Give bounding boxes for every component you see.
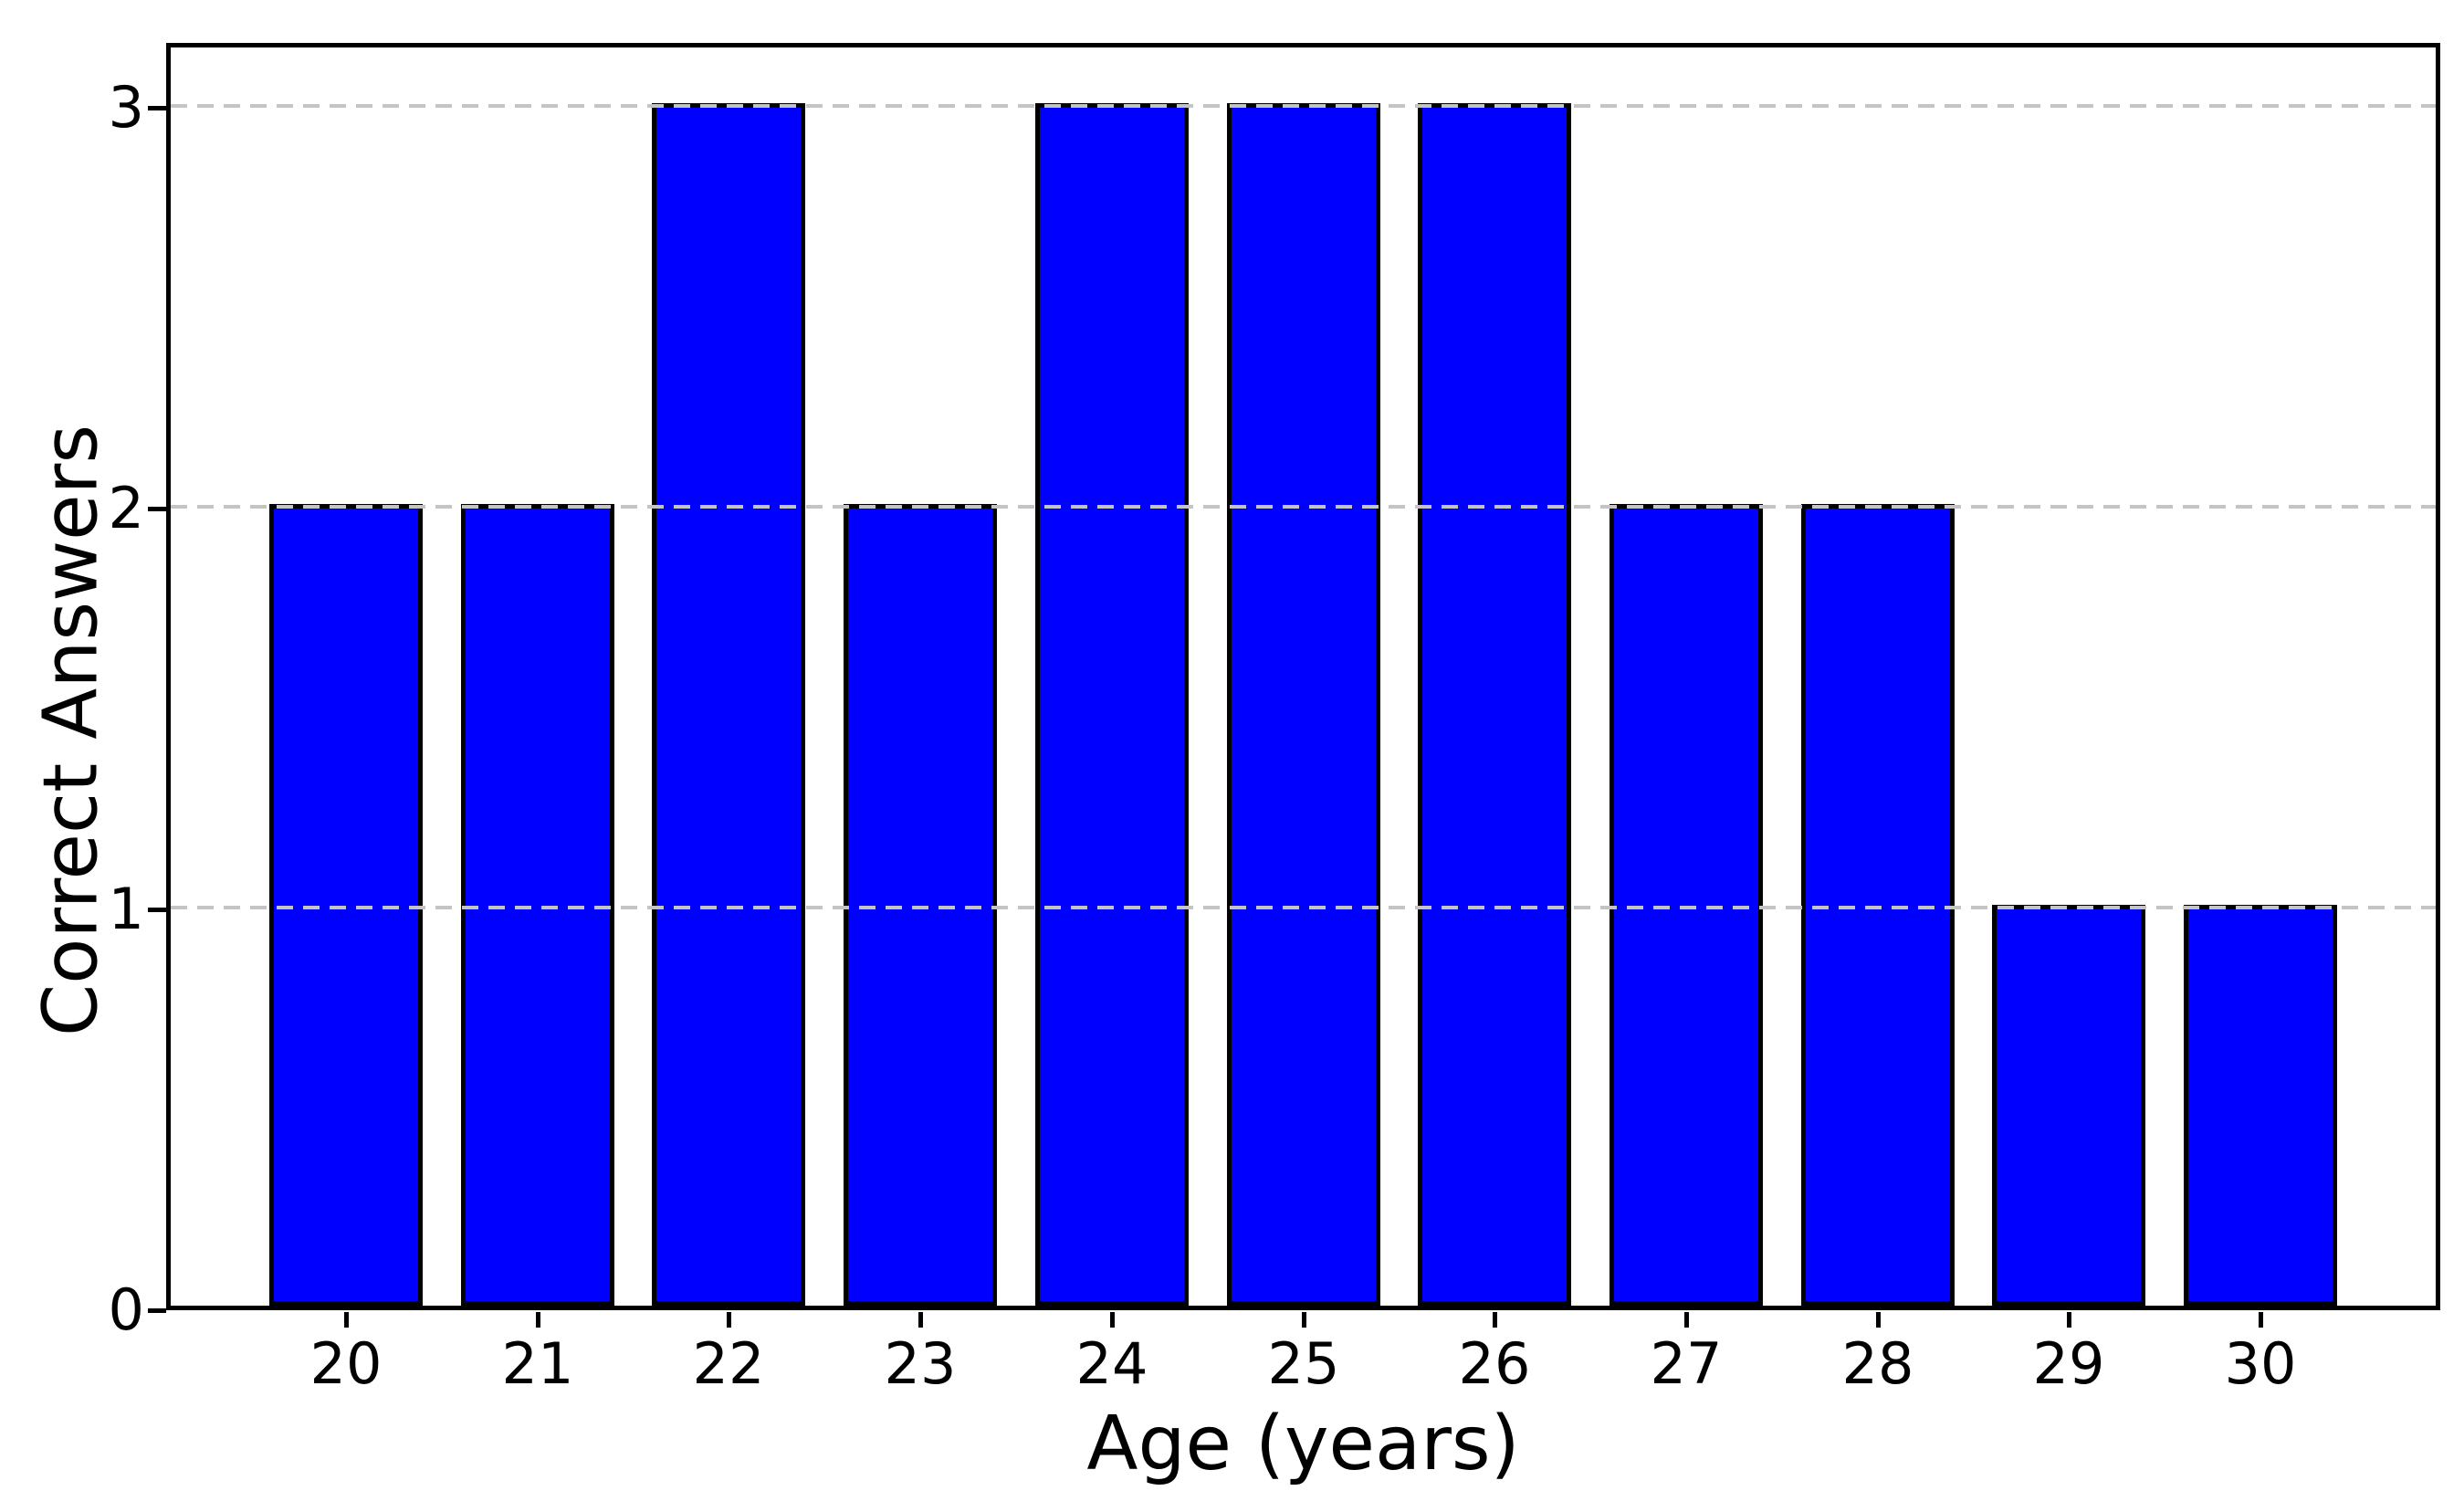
y-tick-mark-3 <box>148 106 166 110</box>
bar-age-24 <box>1034 103 1189 1306</box>
y-tick-label-0: 0 <box>108 1276 144 1343</box>
x-axis-label: Age (years) <box>1086 1401 1520 1487</box>
x-tick-label-29: 29 <box>2032 1330 2105 1397</box>
x-tick-label-30: 30 <box>2224 1330 2297 1397</box>
x-tick-mark-20 <box>344 1312 349 1328</box>
x-tick-label-21: 21 <box>501 1330 574 1397</box>
bar-age-26 <box>1418 103 1572 1306</box>
bar-age-30 <box>2184 905 2337 1306</box>
bars-layer <box>171 47 2436 1306</box>
x-tick-mark-22 <box>727 1312 731 1328</box>
x-tick-label-23: 23 <box>884 1330 957 1397</box>
x-tick-mark-25 <box>1302 1312 1306 1328</box>
bar-age-21 <box>460 504 614 1306</box>
plot-area <box>166 43 2440 1310</box>
x-tick-label-25: 25 <box>1267 1330 1340 1397</box>
bar-age-20 <box>269 504 423 1306</box>
y-tick-label-1: 1 <box>108 876 144 942</box>
bar-age-29 <box>1992 905 2146 1306</box>
x-tick-label-20: 20 <box>309 1330 383 1397</box>
bar-age-22 <box>652 103 806 1306</box>
bar-age-27 <box>1609 504 1763 1306</box>
x-tick-label-28: 28 <box>1841 1330 1914 1397</box>
x-tick-mark-30 <box>2259 1312 2263 1328</box>
x-tick-label-27: 27 <box>1650 1330 1723 1397</box>
y-tick-mark-2 <box>148 507 166 511</box>
x-tick-label-24: 24 <box>1075 1330 1148 1397</box>
x-tick-label-26: 26 <box>1458 1330 1531 1397</box>
x-tick-label-22: 22 <box>692 1330 765 1397</box>
bar-age-25 <box>1226 103 1380 1306</box>
bar-age-23 <box>844 504 998 1306</box>
x-tick-mark-27 <box>1684 1312 1689 1328</box>
x-tick-mark-23 <box>918 1312 923 1328</box>
x-tick-mark-24 <box>1110 1312 1115 1328</box>
bar-age-28 <box>1800 504 1955 1306</box>
x-tick-mark-29 <box>2067 1312 2071 1328</box>
y-tick-mark-1 <box>148 908 166 912</box>
y-tick-label-2: 2 <box>108 475 144 541</box>
x-tick-mark-26 <box>1493 1312 1497 1328</box>
y-tick-label-3: 3 <box>108 74 144 141</box>
y-tick-mark-0 <box>148 1308 166 1313</box>
x-tick-mark-21 <box>536 1312 540 1328</box>
x-tick-mark-28 <box>1876 1312 1881 1328</box>
